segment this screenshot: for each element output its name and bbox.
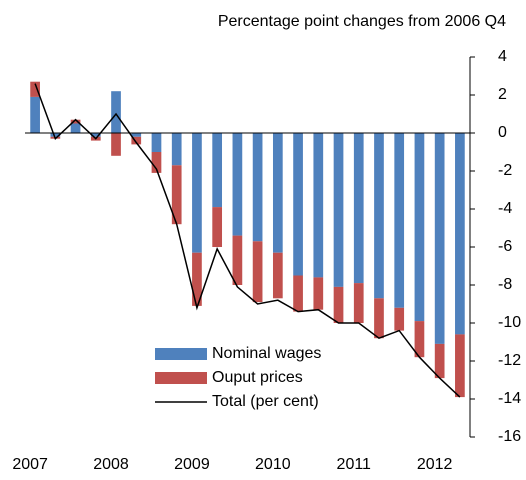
- y-tick-label: -4: [498, 200, 512, 217]
- legend-swatch: [155, 372, 207, 384]
- y-tick-label: 4: [498, 48, 507, 65]
- bar: [70, 123, 81, 133]
- x-tick-label: 2011: [337, 456, 372, 473]
- y-tick-label: -6: [498, 238, 512, 255]
- bar: [394, 307, 405, 331]
- legend-label: Nominal wages: [212, 345, 321, 362]
- bar: [212, 207, 223, 247]
- legend-swatch: [155, 348, 207, 360]
- bar: [293, 133, 303, 276]
- chart-title: Percentage point changes from 2006 Q4: [218, 13, 506, 30]
- legend-label: Total (per cent): [212, 393, 319, 410]
- x-tick-label: 2010: [255, 456, 291, 473]
- x-tick-label: 2009: [174, 456, 210, 473]
- bar: [90, 133, 101, 137]
- bar: [313, 277, 324, 310]
- bar: [333, 133, 344, 287]
- bar: [192, 252, 202, 306]
- bar: [455, 334, 465, 398]
- x-tick-label: 2007: [12, 456, 48, 473]
- bar: [131, 133, 142, 137]
- bar: [434, 343, 445, 379]
- bar: [212, 133, 223, 208]
- bar: [111, 91, 121, 133]
- bar: [151, 133, 162, 152]
- bar: [374, 298, 384, 339]
- y-tick-label: -12: [498, 352, 521, 369]
- x-tick-label: 2012: [417, 456, 453, 473]
- bar: [70, 119, 81, 124]
- bar: [252, 133, 263, 242]
- bar: [333, 286, 344, 323]
- bar: [374, 133, 384, 299]
- bar: [151, 152, 162, 173]
- bar: [171, 133, 182, 166]
- legend-label: Ouput prices: [212, 369, 303, 386]
- y-tick-label: -8: [498, 276, 512, 293]
- bar: [171, 165, 182, 225]
- bar: [293, 275, 303, 312]
- bar: [313, 133, 324, 278]
- y-tick-label: 2: [498, 86, 507, 103]
- bar: [111, 133, 121, 156]
- y-tick-label: -2: [498, 162, 512, 179]
- bar: [131, 136, 142, 145]
- y-tick-label: -14: [498, 390, 521, 407]
- bar: [353, 133, 364, 284]
- bar: [455, 133, 465, 335]
- bar: [272, 133, 283, 253]
- bar: [414, 321, 425, 358]
- bar: [30, 96, 40, 133]
- bar: [50, 133, 61, 137]
- bar: [30, 81, 40, 97]
- y-tick-label: -16: [498, 428, 521, 445]
- bar: [232, 235, 243, 285]
- x-tick-label: 2008: [93, 456, 129, 473]
- bar: [394, 133, 405, 308]
- bar: [192, 133, 202, 253]
- y-tick-label: -10: [498, 314, 521, 331]
- bar: [353, 283, 364, 323]
- line: [34, 83, 461, 398]
- y-tick-label: 0: [498, 124, 507, 141]
- bar: [434, 133, 445, 344]
- bar: [252, 241, 263, 303]
- bar: [232, 133, 243, 236]
- bar: [272, 252, 283, 299]
- bar: [414, 133, 425, 322]
